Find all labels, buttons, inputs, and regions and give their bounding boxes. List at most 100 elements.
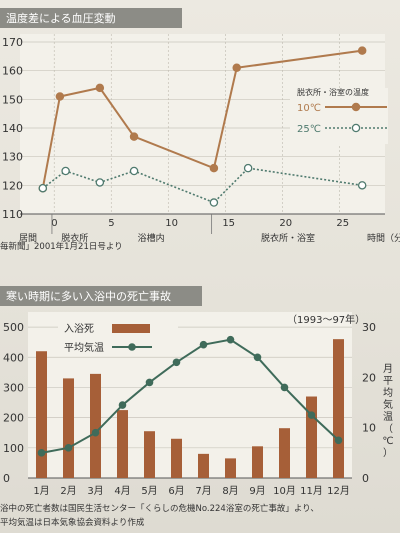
chart2-right-tick: 20	[362, 371, 376, 384]
chart1-data-point	[38, 183, 48, 193]
chart1-phase-label: 居間	[19, 233, 37, 244]
chart2-y2-label-char: ）	[383, 447, 393, 459]
chart2-left-tick: 400	[3, 351, 24, 364]
chart1-data-point	[61, 166, 70, 176]
chart2-left-tick: 300	[3, 381, 24, 394]
chart2-x-tick: 5月	[141, 485, 157, 497]
chart2-legend-label: 平均気温	[64, 341, 104, 354]
chart1-legend-marker	[351, 102, 361, 112]
chart2-bar	[36, 351, 47, 478]
chart1-data-point	[357, 46, 367, 55]
chart2-bar	[306, 396, 317, 478]
chart2-x-tick: 3月	[87, 485, 103, 497]
chart2-y2-label-char: 月	[383, 363, 393, 375]
chart2-y2-label-char: 気	[383, 398, 393, 411]
chart1-data-point	[209, 198, 219, 207]
chart2-temp-point	[253, 353, 262, 362]
chart2-y2-label-char: 平	[383, 376, 393, 387]
chart2-title: 寒い時期に多い入浴中の死亡事故	[0, 286, 202, 306]
chart2-temp-line	[41, 338, 340, 454]
chart2-x-tick: 4月	[114, 485, 130, 497]
chart2-legend-marker	[128, 343, 136, 351]
chart2-period: （1993～97年）	[287, 313, 365, 326]
chart1-legend-label: 10℃	[297, 103, 321, 114]
chart2-temp-point	[64, 444, 73, 452]
chart2-y2-label-char: 温	[383, 411, 393, 423]
chart2-bar	[90, 373, 101, 478]
chart2-right-tick: 10	[362, 422, 376, 435]
chart2-temp-point	[307, 411, 316, 419]
chart2-temp-point	[280, 383, 289, 392]
chart2-bar	[252, 446, 263, 478]
chart2-bar	[144, 431, 155, 478]
chart2-legend-swatch	[112, 324, 150, 333]
chart1-phase-label: 浴槽内	[138, 232, 165, 244]
chart2-x-tick: 8月	[222, 485, 238, 497]
chart2-temp-point	[226, 335, 235, 344]
chart1-data-point	[129, 166, 139, 176]
chart1-x-tick: 10	[165, 218, 178, 229]
chart2-y2-label-char: ℃	[382, 436, 393, 447]
chart2-footnote-2: 平均気温は日本気象協会資料より作成	[0, 518, 145, 528]
chart1-y-tick: 150	[2, 93, 23, 106]
chart1-y-tick: 110	[2, 208, 23, 221]
chart2-temp-point	[199, 340, 208, 349]
chart1-phase-label: 脱衣所	[61, 232, 88, 244]
chart1-data-point	[95, 83, 105, 93]
chart1-data-point	[55, 92, 65, 101]
chart1-source: 毎新聞」2001年1月21日号より	[0, 242, 123, 252]
chart2-temp-point	[37, 449, 46, 457]
chart1-x-tick: 20	[279, 218, 292, 229]
chart1-x-tick: 25	[336, 218, 349, 229]
chart1-data-point	[357, 181, 367, 190]
chart2-bar	[117, 410, 128, 478]
chart2-bar	[171, 438, 182, 478]
chart2-x-tick: 7月	[195, 485, 211, 497]
chart1-legend-title: 脱衣所・浴室の温度	[297, 87, 369, 97]
chart1-data-point	[209, 163, 219, 173]
chart1-data-point	[243, 163, 253, 173]
chart1-data-point	[232, 63, 241, 73]
chart1-y-tick: 160	[2, 65, 23, 78]
chart2-footnote-1: 浴中の死亡者数は国民生活センター「くらしの危機No.224浴室の死亡事故」より、	[0, 504, 319, 514]
chart2-left-tick: 0	[3, 472, 10, 485]
chart2-bar	[198, 453, 209, 478]
chart2-x-tick: 2月	[60, 485, 76, 497]
chart2-bar	[279, 428, 290, 478]
chart1-x-tick: 0	[51, 218, 57, 229]
chart1-x-tick: 15	[222, 218, 235, 229]
chart1-legend-box	[290, 88, 388, 144]
chart1-y-tick: 170	[2, 36, 23, 49]
chart1-legend-label: 25℃	[297, 124, 321, 135]
chart2-y2-label-char: （	[383, 423, 393, 435]
chart2-legend-label: 入浴死	[64, 323, 94, 335]
chart1-x-unit: 時間（分	[367, 233, 400, 244]
chart2-temp-point	[172, 358, 181, 367]
chart1-data-point	[95, 178, 105, 187]
chart2-left-tick: 500	[3, 321, 24, 334]
chart2-right-tick: 30	[362, 321, 376, 334]
chart2-temp-point	[91, 428, 100, 437]
chart2-x-tick: 9月	[249, 485, 265, 497]
chart2-temp-point	[334, 436, 343, 445]
chart2-x-tick: 11月	[300, 485, 323, 497]
chart1-y-tick: 120	[2, 179, 23, 192]
chart2-temp-point	[118, 401, 127, 409]
chart1-x-tick: 5	[108, 218, 114, 229]
chart1-legend-marker	[351, 123, 361, 133]
chart1-title: 温度差による血圧変動	[0, 8, 182, 28]
chart2-bar	[225, 458, 236, 478]
chart2-y2-label-char: 均	[383, 387, 393, 399]
chart2-x-tick: 1月	[33, 485, 49, 497]
chart1-y-tick: 130	[2, 151, 23, 164]
chart1-data-point	[129, 132, 139, 141]
chart2-left-tick: 200	[3, 412, 24, 425]
chart2-x-tick: 12月	[327, 485, 350, 497]
chart2-temp-point	[145, 378, 154, 387]
chart2-x-tick: 6月	[168, 485, 184, 497]
chart2-x-tick: 10月	[273, 485, 296, 497]
chart2-right-tick: 0	[362, 472, 369, 485]
chart2-bar	[63, 378, 74, 478]
